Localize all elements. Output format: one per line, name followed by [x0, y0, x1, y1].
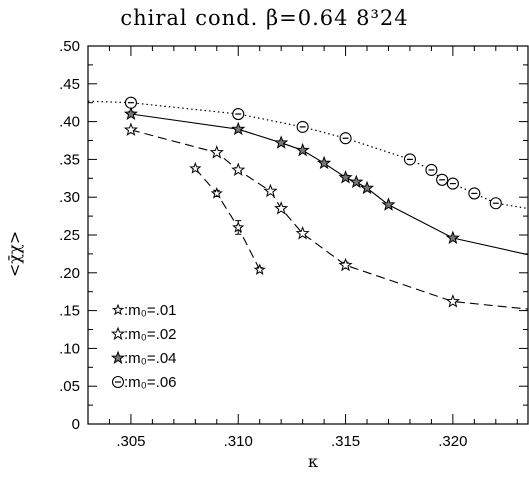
data-point	[189, 162, 202, 174]
y-tick-label: .20	[59, 265, 80, 282]
y-tick-label: .50	[59, 38, 80, 55]
data-point	[274, 201, 289, 215]
y-axis-label: <χ̄χ>	[5, 231, 24, 277]
y-tick-label: .05	[59, 378, 80, 395]
legend-label: :m₀=.01	[124, 302, 177, 319]
legend-label: :m₀=.06	[124, 374, 177, 391]
y-tick-label: .25	[59, 227, 80, 244]
x-tick-label: .320	[438, 433, 467, 450]
y-tick-label: 0	[72, 416, 80, 433]
y-tick-label: .15	[59, 303, 80, 320]
data-point	[231, 121, 246, 136]
legend-marker	[110, 350, 126, 365]
data-point	[317, 155, 332, 170]
data-point	[445, 230, 460, 245]
data-point	[253, 263, 266, 275]
series-3	[87, 96, 529, 210]
y-tick-label: .45	[59, 76, 80, 93]
data-point	[263, 183, 278, 198]
x-tick-label: .305	[116, 433, 145, 450]
data-point	[349, 174, 364, 189]
x-tick-label: .310	[224, 433, 253, 450]
data-point	[445, 294, 460, 308]
y-tick-label: .35	[59, 151, 80, 168]
x-axis-label: κ	[308, 452, 318, 471]
data-point	[381, 197, 396, 211]
legend-marker	[110, 326, 126, 341]
data-point	[231, 162, 246, 176]
data-point	[295, 142, 310, 157]
series-line	[130, 113, 529, 256]
data-point	[295, 226, 310, 240]
series-line	[130, 129, 529, 310]
series-2	[123, 106, 529, 256]
legend-label: :m₀=.04	[124, 350, 177, 367]
series-line	[194, 168, 261, 271]
y-tick-label: .10	[59, 340, 80, 357]
data-point	[123, 106, 138, 121]
legend: :m₀=.01 :m₀=.02 :m₀=.04 :m₀=.06	[110, 302, 177, 391]
series-1	[123, 122, 529, 310]
y-tick-label: .40	[59, 114, 80, 131]
data-point	[359, 180, 375, 195]
chart-title: chiral cond. β=0.64 8³24	[120, 6, 409, 30]
legend-label: :m₀=.02	[124, 326, 177, 343]
series-0	[189, 162, 266, 275]
data-point	[123, 122, 138, 136]
data-point	[210, 186, 223, 199]
data-point	[338, 257, 353, 272]
legend-marker	[111, 303, 125, 316]
data-point	[209, 145, 224, 159]
data-point	[338, 170, 353, 184]
data-point	[232, 221, 245, 233]
data-point	[274, 135, 289, 149]
y-tick-label: .30	[59, 189, 80, 206]
x-tick-label: .315	[331, 433, 360, 450]
plot-frame	[87, 45, 529, 425]
